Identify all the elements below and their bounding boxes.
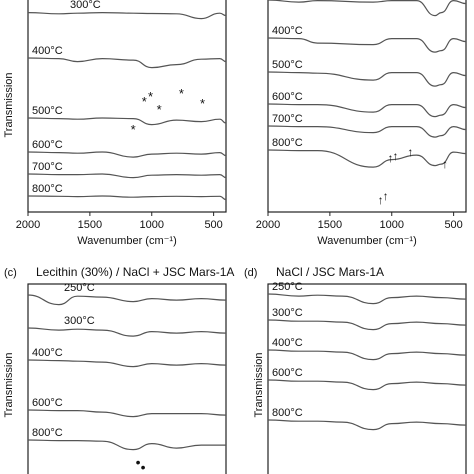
y-axis-label: Transmission — [3, 353, 15, 418]
x-tick-label: 2000 — [16, 219, 40, 231]
series-label: 500°C — [32, 105, 63, 117]
x-axis-label: Wavenumber (cm⁻¹) — [317, 235, 417, 247]
plot-frame — [267, 0, 467, 213]
panel-title: NaCl / JSC Mars-1A — [276, 265, 384, 279]
asterisk-marker: * — [200, 96, 205, 111]
series-label: 600°C — [32, 397, 63, 409]
dot-marker: • — [136, 454, 141, 470]
x-tick-label: 1500 — [78, 219, 102, 231]
arrow-marker: ↑ — [388, 151, 394, 165]
x-axis-label: Wavenumber (cm⁻¹) — [77, 235, 177, 247]
series-line — [267, 71, 467, 87]
series-line — [267, 379, 467, 391]
x-tick-label: 1500 — [318, 219, 342, 231]
series-label: 800°C — [32, 427, 63, 439]
series-label: 600°C — [272, 367, 303, 379]
series-line — [27, 117, 227, 126]
series-line — [267, 319, 467, 331]
series-line — [267, 37, 467, 53]
series-label: 300°C — [272, 307, 303, 319]
series-line — [27, 57, 227, 69]
series-label: 600°C — [32, 139, 63, 151]
panel-label: (c) — [4, 267, 17, 279]
y-axis-label: Transmission — [253, 353, 265, 418]
series-line — [27, 151, 227, 158]
series-line — [27, 195, 227, 201]
plot-frame — [267, 283, 467, 474]
series-label: 400°C — [272, 337, 303, 349]
arrow-marker: ↑ — [383, 189, 389, 203]
asterisk-marker: * — [157, 102, 162, 117]
plot-frame — [27, 0, 227, 213]
arrow-marker: ↑ — [392, 149, 398, 163]
arrow-marker: ↑ — [407, 145, 413, 159]
series-line — [27, 359, 227, 368]
panel-4: (d) NaCl / JSC Mars-1A Transmission 250°C 30… — [244, 265, 467, 474]
series-label: 300°C — [64, 315, 95, 327]
panel-title: Lecithin (30%) / NaCl + JSC Mars-1A — [36, 265, 234, 279]
series-line — [267, 293, 467, 305]
series-label: 600°C — [272, 91, 303, 103]
arrow-marker: ↑ — [442, 157, 448, 171]
asterisk-marker: * — [142, 94, 147, 109]
series-label: 800°C — [272, 407, 303, 419]
asterisk-marker: * — [179, 86, 184, 101]
series-line — [27, 173, 227, 179]
series-line — [27, 327, 227, 337]
series-label: 400°C — [32, 45, 63, 57]
x-tick-label: 1000 — [140, 219, 164, 231]
series-line — [267, 149, 467, 168]
series-line — [27, 439, 226, 451]
series-label: 800°C — [272, 137, 303, 149]
panel-3: (c) Lecithin (30%) / NaCl + JSC Mars-1A Tr… — [3, 265, 234, 474]
x-tick-label: 1000 — [380, 219, 404, 231]
series-label: 250°C — [64, 282, 95, 294]
series-label: 400°C — [272, 25, 303, 37]
dot-marker: • — [141, 459, 146, 474]
x-tick-label: 2000 — [256, 219, 280, 231]
series-label: 700°C — [32, 161, 63, 173]
arrow-marker: ↑ — [378, 193, 384, 207]
series-line — [267, 349, 467, 361]
asterisk-marker: * — [131, 122, 136, 137]
series-line — [27, 294, 227, 306]
panel-1: Transmission 2000 1500 1000 500 Wavenumber (c… — [3, 0, 227, 247]
series-label: 500°C — [272, 59, 303, 71]
series-line — [267, 419, 467, 431]
series-line — [27, 409, 227, 418]
series-label: 300°C — [70, 0, 101, 11]
asterisk-marker: * — [148, 89, 153, 104]
series-line — [267, 103, 467, 118]
series-label: 800°C — [32, 183, 63, 195]
x-tick-label: 500 — [204, 219, 222, 231]
series-label: 700°C — [272, 113, 303, 125]
plot-frame — [27, 283, 227, 474]
series-line — [27, 12, 227, 20]
series-line — [267, 125, 467, 138]
panel-label: (d) — [244, 267, 257, 279]
series-label: 250°C — [272, 281, 303, 293]
y-axis-label: Transmission — [3, 73, 15, 138]
series-line — [267, 0, 467, 17]
series-label: 400°C — [32, 347, 63, 359]
x-tick-label: 500 — [444, 219, 462, 231]
